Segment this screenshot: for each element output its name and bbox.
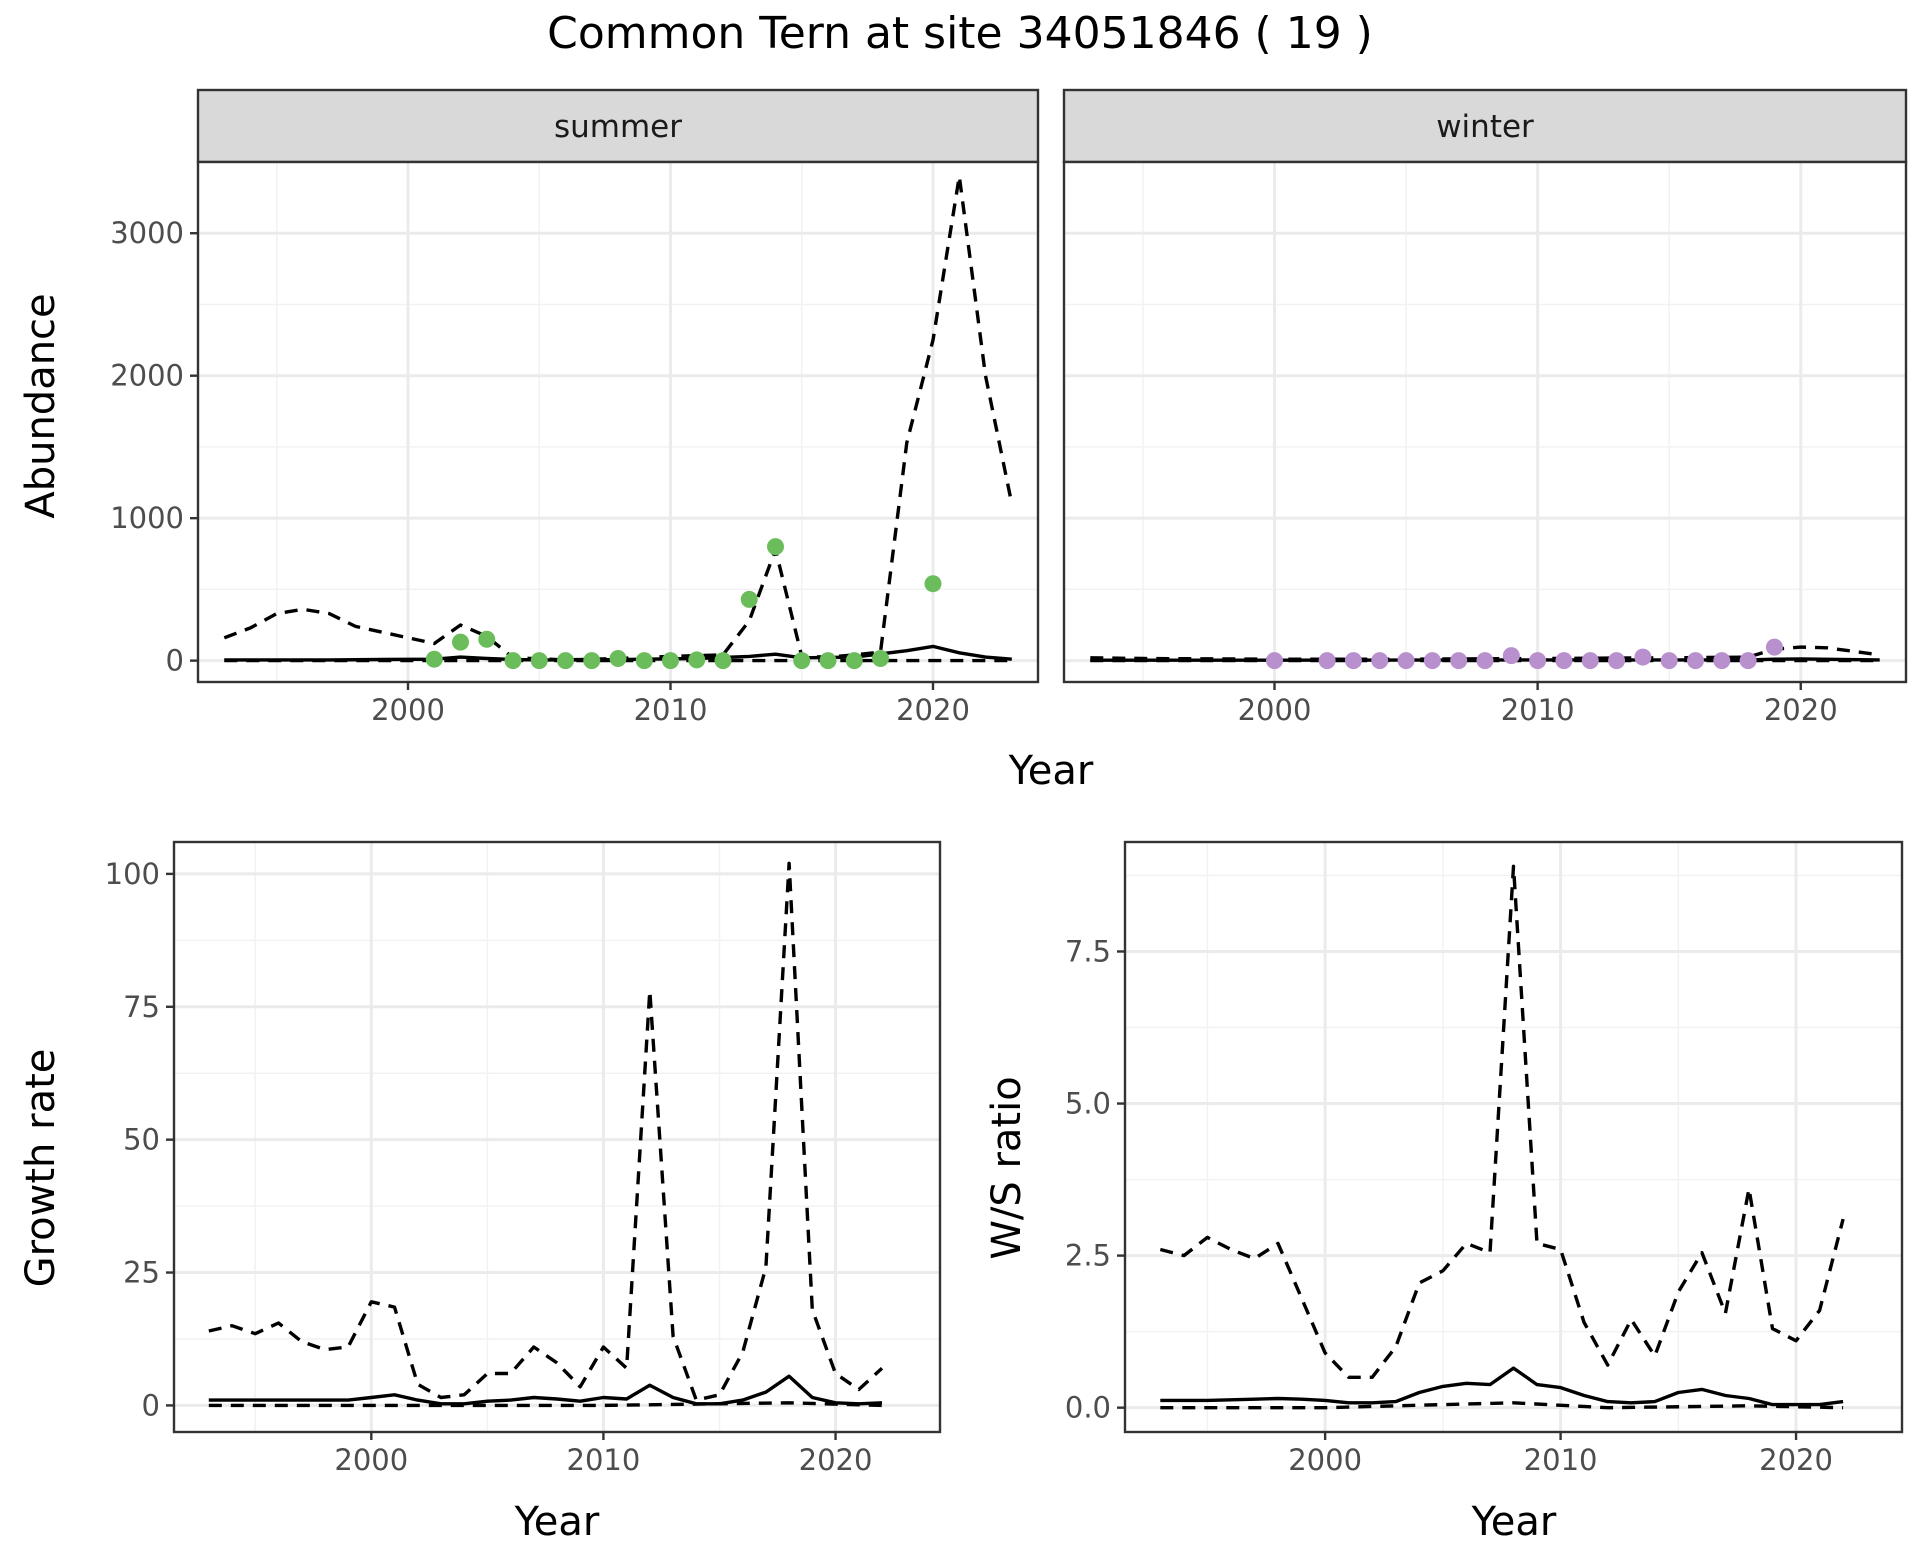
strip-winter-bg bbox=[1062, 88, 1908, 164]
data-point bbox=[530, 652, 548, 670]
data-point bbox=[1739, 652, 1757, 670]
panel-border bbox=[196, 160, 1040, 684]
panel-background bbox=[1064, 162, 1906, 682]
series-line-dashed-2 bbox=[1160, 1401, 1844, 1410]
y-tick-label: 2.5 bbox=[1065, 1239, 1111, 1273]
data-point bbox=[425, 650, 443, 668]
data-point bbox=[740, 590, 758, 608]
data-point bbox=[662, 652, 679, 670]
y-tick-label: 1000 bbox=[110, 501, 184, 535]
x-tick-label: 2010 bbox=[567, 1443, 641, 1477]
strip-winter-label: winter bbox=[1436, 109, 1534, 145]
y-tick-label: 100 bbox=[105, 857, 160, 891]
panel-background bbox=[198, 162, 1038, 682]
y-tick-label: 0 bbox=[142, 1388, 160, 1422]
data-point bbox=[1318, 652, 1336, 670]
y-tick-label: 0 bbox=[166, 644, 184, 678]
data-point bbox=[452, 633, 469, 651]
data-point bbox=[1450, 652, 1468, 670]
plot-area-winter: 2000 2010 2020 bbox=[1062, 160, 1908, 727]
data-point bbox=[924, 575, 942, 593]
data-point bbox=[583, 652, 601, 670]
plot-area-growth-rate: 2000 2010 2020 0 25 50 75 100 bbox=[105, 840, 942, 1477]
x-axis-label-ws-ratio: Year bbox=[1471, 1499, 1557, 1545]
x-tick-label: 2010 bbox=[634, 693, 708, 727]
y-tick-label: 25 bbox=[123, 1256, 160, 1290]
x-tick-label: 2010 bbox=[1524, 1443, 1598, 1477]
x-axis-label-growth-rate: Year bbox=[514, 1499, 600, 1545]
data-point bbox=[1555, 652, 1573, 670]
data-point bbox=[1529, 652, 1547, 670]
data-point bbox=[609, 649, 627, 667]
strip-summer-label: summer bbox=[554, 109, 682, 145]
x-tick-label: 2020 bbox=[1759, 1443, 1833, 1477]
y-axis-label-abundance: Abundance bbox=[18, 293, 64, 518]
panel-abundance-summer: summer 2000 2010 2020 0 1000 2000 3000 Abundan… bbox=[18, 88, 1040, 727]
data-point bbox=[767, 538, 784, 556]
x-tick-label: 2000 bbox=[334, 1443, 408, 1477]
data-point bbox=[1423, 652, 1441, 670]
y-tick-label: 3000 bbox=[110, 216, 184, 250]
x-tick-label: 2020 bbox=[896, 693, 970, 727]
data-point bbox=[1502, 647, 1520, 665]
x-tick-label: 2020 bbox=[799, 1443, 873, 1477]
data-point bbox=[1476, 652, 1494, 670]
panel-border bbox=[172, 840, 942, 1434]
panel-border bbox=[1062, 160, 1908, 684]
x-tick-label: 2000 bbox=[1238, 693, 1312, 727]
x-tick-label: 2020 bbox=[1764, 693, 1838, 727]
data-point bbox=[635, 652, 653, 670]
series-line-solid-0 bbox=[1160, 1366, 1844, 1407]
y-axis-label-ws-ratio: W/S ratio bbox=[984, 1076, 1030, 1259]
panel-border bbox=[1123, 840, 1904, 1434]
data-point bbox=[1371, 652, 1389, 670]
panel-background bbox=[1125, 842, 1902, 1432]
data-point bbox=[1608, 652, 1626, 670]
x-tick-label: 2010 bbox=[1501, 693, 1575, 727]
data-point bbox=[1634, 648, 1652, 666]
strip-summer-bg bbox=[196, 88, 1040, 164]
chart-title: Common Tern at site 34051846 ( 19 ) bbox=[547, 8, 1373, 59]
data-point bbox=[845, 652, 863, 670]
x-tick-label: 2000 bbox=[371, 693, 445, 727]
y-axis-label-growth-rate: Growth rate bbox=[18, 1049, 64, 1288]
y-tick-label: 75 bbox=[123, 990, 160, 1024]
panel-growth-rate: 2000 2010 2020 0 25 50 75 100 Growth rate Year bbox=[18, 840, 942, 1545]
data-point bbox=[1687, 652, 1704, 670]
data-point bbox=[1266, 652, 1283, 670]
data-point bbox=[688, 651, 706, 669]
x-axis-label-abundance: Year bbox=[1008, 748, 1094, 794]
data-point bbox=[872, 649, 889, 667]
data-point bbox=[714, 652, 732, 670]
panel-ws-ratio: 2000 2010 2020 0.0 2.5 5.0 7.5 W/S ratio Year bbox=[984, 840, 1904, 1545]
data-point bbox=[478, 630, 496, 648]
plot-area-summer: 2000 2010 2020 0 1000 2000 3000 bbox=[110, 160, 1040, 727]
x-tick-label: 2000 bbox=[1288, 1443, 1362, 1477]
data-point bbox=[1713, 652, 1731, 670]
data-point bbox=[793, 652, 811, 670]
data-point bbox=[1765, 638, 1783, 656]
y-tick-label: 5.0 bbox=[1065, 1087, 1111, 1121]
y-tick-label: 7.5 bbox=[1065, 934, 1111, 968]
data-point bbox=[1397, 652, 1415, 670]
y-tick-label: 0.0 bbox=[1065, 1391, 1111, 1425]
data-point bbox=[1660, 652, 1678, 670]
panel-abundance-winter: winter 2000 2010 2020 bbox=[1062, 88, 1908, 727]
y-tick-label: 50 bbox=[123, 1123, 160, 1157]
data-point bbox=[1344, 652, 1362, 670]
series-line-solid-0 bbox=[208, 1374, 883, 1406]
data-point bbox=[557, 652, 574, 670]
plot-area-ws-ratio: 2000 2010 2020 0.0 2.5 5.0 7.5 bbox=[1065, 840, 1904, 1477]
data-point bbox=[504, 652, 522, 670]
data-point bbox=[1581, 652, 1599, 670]
data-point bbox=[819, 652, 837, 670]
y-tick-label: 2000 bbox=[110, 359, 184, 393]
